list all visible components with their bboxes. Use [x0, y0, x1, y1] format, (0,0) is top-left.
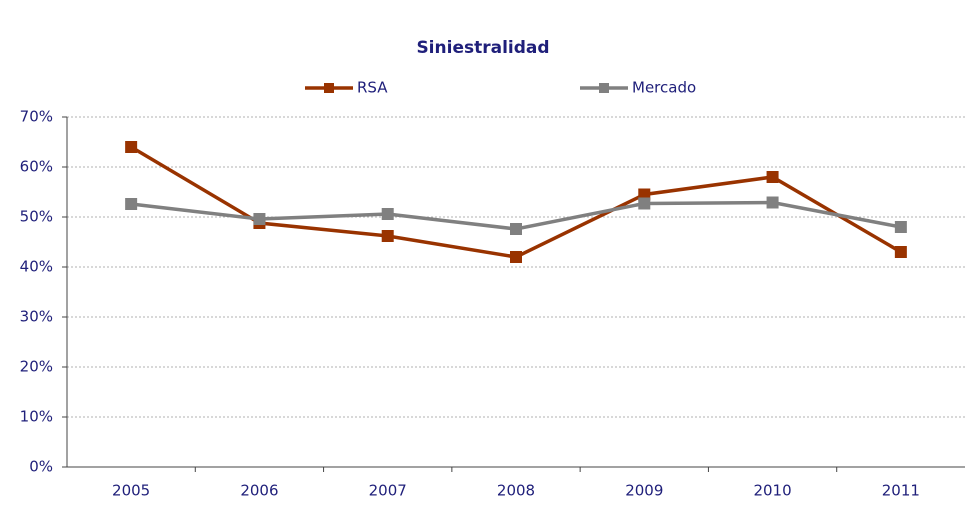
y-tick-label: 50%: [20, 208, 53, 226]
y-tick-label: 60%: [20, 158, 53, 176]
point: [125, 198, 138, 210]
x-tick-label: 2009: [625, 482, 663, 500]
point: [766, 171, 779, 183]
x-tick-label: 2011: [882, 482, 920, 500]
legend-marker: [599, 83, 609, 93]
series-line: [130, 145, 902, 259]
point: [253, 213, 266, 225]
x-tick-label: 2008: [497, 482, 535, 500]
point: [510, 223, 522, 235]
point: [125, 141, 138, 153]
y-tick-label: 70%: [20, 108, 53, 126]
legend-marker: [324, 83, 334, 93]
chart-title: Siniestralidad: [416, 38, 549, 58]
point: [894, 246, 907, 258]
y-tick-label: 40%: [20, 258, 53, 276]
legend-label: Mercado: [632, 79, 696, 97]
point: [510, 251, 522, 263]
y-tick-label: 10%: [20, 408, 53, 426]
point: [638, 197, 651, 210]
y-tick-label: 20%: [20, 358, 53, 376]
x-tick-label: 2006: [240, 482, 278, 500]
point: [766, 196, 779, 209]
x-tick-label: 2007: [369, 482, 407, 500]
y-tick-label: 30%: [20, 308, 53, 326]
legend-label: RSA: [357, 79, 388, 97]
point: [381, 208, 394, 220]
y-tick-label: 0%: [29, 458, 53, 476]
x-tick-label: 2010: [753, 482, 791, 500]
point: [381, 230, 394, 242]
x-tick-label: 2005: [112, 482, 150, 500]
point: [894, 221, 907, 233]
